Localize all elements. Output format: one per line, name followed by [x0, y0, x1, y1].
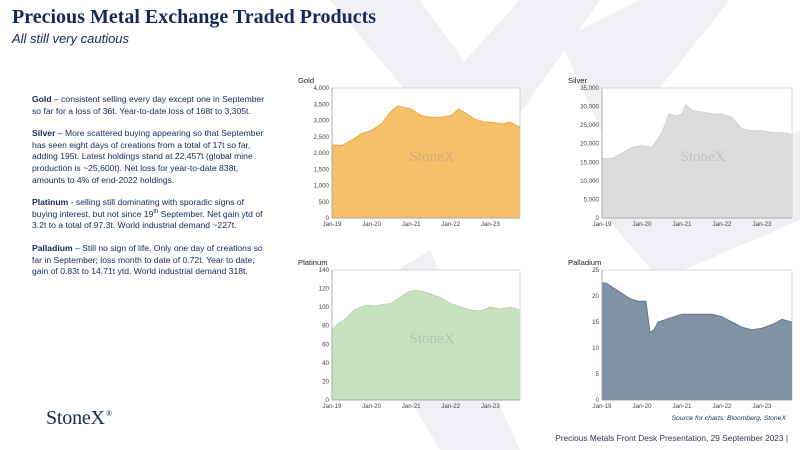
silver-y-tick-label: 20,000: [580, 141, 599, 148]
gold-y-tick-label: 1,000: [314, 183, 330, 190]
gold-y-tick-label: 2,000: [314, 150, 330, 157]
silver-y-tick-label: 35,000: [580, 85, 599, 92]
platinum-chart-title: Platinum: [298, 258, 328, 267]
palladium-heading: Palladium: [32, 242, 73, 253]
platinum-chart-watermark: StoneX: [410, 331, 455, 347]
silver-x-tick-label: Jan-20: [633, 221, 652, 228]
palladium-chart-svg: 0 5 10 15 20 25 Jan-19 Jan-20 Jan-21 Jan-22 Jan-23…: [592, 267, 793, 410]
chart-source-note: Source for charts: Bloomberg, StoneX: [671, 415, 786, 422]
platinum-y-tick-label: 60: [322, 341, 329, 348]
slide-title: Precious Metal Exchange Traded Products: [12, 6, 377, 28]
palladium-y-tick-label: 25: [592, 267, 599, 274]
gold-x-tick-label: Jan-20: [362, 221, 381, 228]
platinum-x-tick-label: Jan-20: [362, 403, 381, 410]
platinum-chart-svg: 0 20 40 60 80 100 120 140 Jan-19 Jan-20 Jan-21 Jan-…: [319, 267, 521, 410]
palladium-chart-watermark: StoneX: [681, 331, 726, 347]
gold-chart-watermark: StoneX: [410, 149, 455, 165]
silver-x-tick-label: Jan-23: [753, 221, 772, 228]
gold-heading: Gold: [32, 94, 52, 104]
gold-series-line: [331, 105, 521, 146]
silver-text: – More scattered buying appearing so tha…: [32, 128, 264, 185]
gold-y-tick-label: 3,500: [314, 101, 330, 108]
platinum-x-tick-label: Jan-22: [441, 403, 460, 410]
palladium-y-tick-label: 15: [592, 319, 599, 326]
palladium-series-line: [602, 282, 793, 334]
platinum-series-line: [331, 289, 521, 331]
silver-series-line: [602, 103, 793, 160]
silver-chart: Silver 0 5,000 10,000 15,000 20,000 25,000 30,0…: [568, 76, 798, 228]
gold-area-fill: [332, 105, 520, 218]
platinum-commentary: Platinum - selling still dominating with…: [32, 197, 267, 232]
platinum-y-tick-label: 80: [322, 323, 329, 330]
palladium-x-tick-label: Jan-19: [593, 403, 612, 410]
palladium-chart-title: Palladium: [568, 258, 602, 267]
platinum-y-tick-label: 0: [326, 397, 330, 404]
silver-y-tick-label: 0: [596, 215, 600, 222]
silver-heading: Silver: [32, 128, 56, 139]
silver-y-tick-label: 10,000: [580, 178, 599, 185]
silver-chart-svg: 0 5,000 10,000 15,000 20,000 25,000 30,000 35,0…: [580, 85, 793, 228]
platinum-y-tick-label: 100: [319, 304, 330, 311]
silver-y-tick-label: 5,000: [584, 196, 600, 203]
gold-y-tick-label: 0: [326, 215, 330, 222]
gold-y-tick-label: 500: [319, 199, 330, 206]
logo-registered-mark: ®: [105, 409, 112, 419]
palladium-x-tick-label: Jan-23: [753, 403, 772, 410]
gold-x-tick-label: Jan-19: [323, 221, 342, 228]
platinum-sup: th: [153, 208, 159, 215]
palladium-area-fill: [602, 283, 792, 400]
gold-y-tick-label: 3,000: [314, 118, 330, 125]
platinum-y-tick-label: 120: [319, 286, 330, 293]
silver-x-tick-label: Jan-22: [713, 221, 732, 228]
silver-chart-watermark: StoneX: [681, 149, 726, 165]
gold-text: – consistent selling every day except on…: [32, 94, 265, 116]
gold-x-tick-label: Jan-22: [441, 221, 460, 228]
palladium-x-tick-label: Jan-20: [633, 403, 652, 410]
palladium-y-tick-label: 0: [596, 397, 600, 404]
commentary-panel: Gold – consistent selling every day exce…: [32, 94, 267, 289]
footer-text: Precious Metals Front Desk Presentation,…: [555, 433, 788, 443]
platinum-text-1: - selling still dominating with sporadic…: [32, 197, 245, 219]
silver-x-tick-label: Jan-21: [673, 221, 692, 228]
silver-y-tick-label: 15,000: [580, 159, 599, 166]
palladium-x-tick-label: Jan-22: [713, 403, 732, 410]
platinum-x-tick-label: Jan-19: [323, 403, 342, 410]
silver-chart-title: Silver: [568, 76, 587, 85]
silver-y-tick-label: 25,000: [580, 122, 599, 129]
gold-chart-title: Gold: [298, 76, 315, 85]
silver-commentary: Silver – More scattered buying appearing…: [32, 128, 267, 186]
gold-commentary: Gold – consistent selling every day exce…: [32, 94, 267, 117]
palladium-y-tick-label: 5: [596, 371, 600, 378]
silver-y-tick-label: 30,000: [580, 104, 599, 111]
gold-y-tick-label: 2,500: [314, 134, 330, 141]
platinum-text-2: September. Net gain ytd of 3.2t to a tot…: [32, 208, 263, 231]
palladium-y-tick-label: 10: [592, 345, 599, 352]
platinum-x-tick-label: Jan-23: [481, 403, 500, 410]
palladium-commentary: Palladium – Still no sign of life. Only …: [32, 243, 267, 278]
platinum-chart: Platinum 0 20 40 60 80 100 120 140 Jan-19 Jan-20 Ja…: [298, 258, 526, 410]
slide-subtitle: All still very cautious: [12, 31, 130, 46]
palladium-y-tick-label: 20: [592, 293, 599, 300]
palladium-text: – Still no sign of life. Only one day of…: [32, 242, 263, 277]
logo-text: StoneX: [46, 407, 105, 429]
palladium-chart: Palladium 0 5 10 15 20 25 Jan-19 Jan-20 Jan-21 Jan…: [568, 258, 798, 410]
platinum-heading: Platinum: [32, 197, 69, 208]
platinum-y-tick-label: 20: [322, 378, 329, 385]
gold-x-tick-label: Jan-21: [402, 221, 421, 228]
silver-area-fill: [602, 104, 792, 218]
stonex-logo: StoneX®: [46, 407, 112, 430]
gold-x-tick-label: Jan-23: [481, 221, 500, 228]
platinum-y-tick-label: 140: [319, 267, 330, 274]
palladium-x-tick-label: Jan-21: [673, 403, 692, 410]
platinum-y-tick-label: 40: [322, 360, 329, 367]
platinum-area-fill: [332, 290, 520, 400]
platinum-x-tick-label: Jan-21: [402, 403, 421, 410]
gold-chart-svg: 0 500 1,000 1,500 2,000 2,500 3,000 3,500 4,000 J…: [314, 85, 521, 228]
gold-chart: Gold 0 500 1,000 1,500 2,000 2,500 3,000 3,500 4,…: [298, 76, 526, 228]
silver-x-tick-label: Jan-19: [593, 221, 612, 228]
gold-y-tick-label: 1,500: [314, 166, 330, 173]
gold-y-tick-label: 4,000: [314, 85, 330, 92]
